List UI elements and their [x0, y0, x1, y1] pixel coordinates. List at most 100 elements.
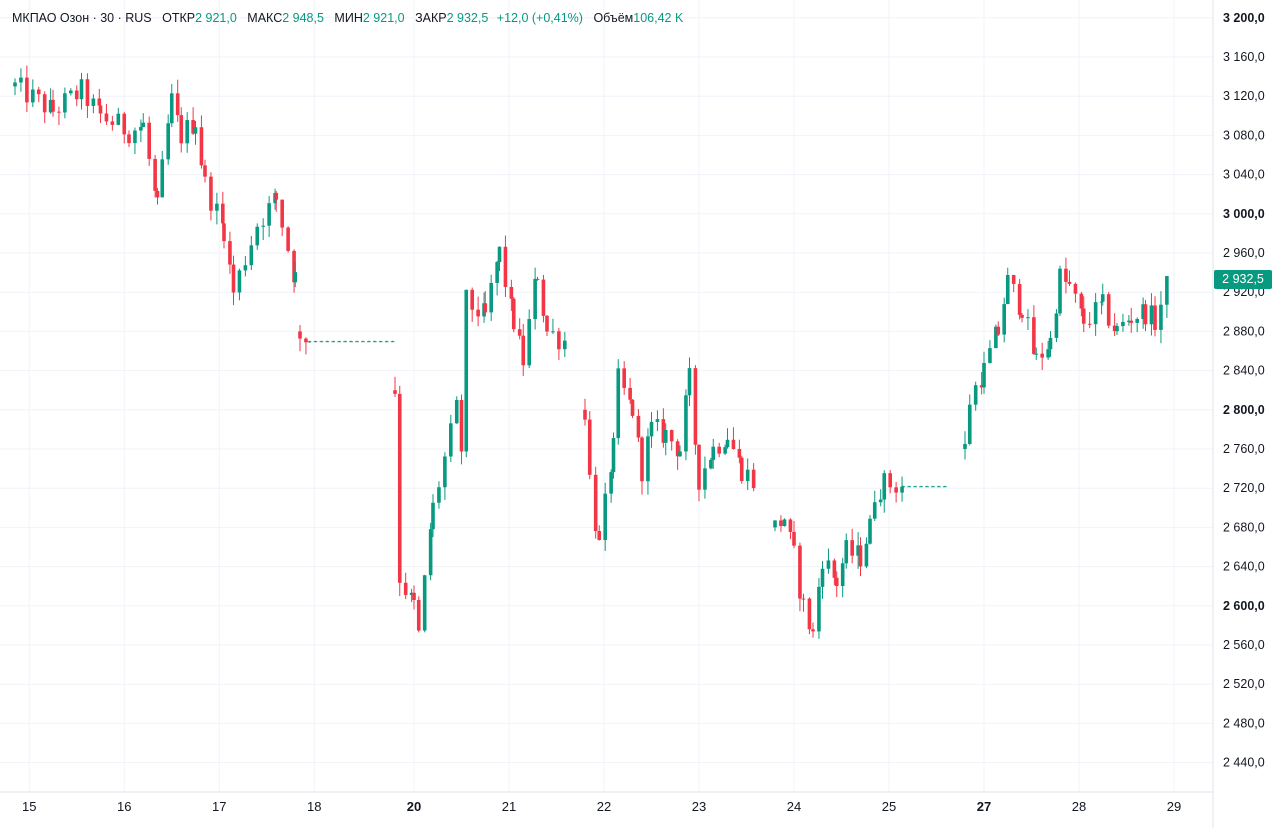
candle[interactable] — [104, 103, 109, 125]
candle[interactable] — [1020, 313, 1024, 323]
candle[interactable] — [412, 585, 416, 610]
candle[interactable] — [913, 485, 917, 488]
candle[interactable] — [739, 455, 744, 484]
candle[interactable] — [403, 572, 408, 600]
candle[interactable] — [1054, 309, 1059, 343]
candle[interactable] — [361, 340, 365, 343]
candle[interactable] — [1064, 257, 1068, 294]
candle[interactable] — [661, 408, 666, 448]
candle[interactable] — [57, 106, 61, 126]
candle[interactable] — [509, 279, 514, 311]
candle[interactable] — [209, 172, 213, 221]
candle[interactable] — [773, 520, 777, 532]
candle[interactable] — [967, 394, 972, 446]
candle[interactable] — [141, 113, 146, 128]
candle[interactable] — [122, 111, 127, 144]
candle[interactable] — [378, 340, 383, 343]
candle[interactable] — [782, 518, 787, 527]
candle[interactable] — [116, 107, 121, 126]
candle[interactable] — [349, 340, 353, 343]
candle[interactable] — [678, 445, 682, 457]
candle[interactable] — [476, 296, 480, 327]
candle[interactable] — [175, 79, 180, 122]
candle[interactable] — [428, 522, 433, 581]
candle[interactable] — [1067, 270, 1072, 286]
candle[interactable] — [42, 91, 47, 124]
candle[interactable] — [717, 442, 721, 458]
candle[interactable] — [994, 324, 998, 349]
candle[interactable] — [307, 340, 312, 343]
candle[interactable] — [798, 542, 802, 612]
candle[interactable] — [709, 457, 713, 470]
candle[interactable] — [1115, 322, 1119, 335]
candle[interactable] — [1079, 291, 1084, 317]
candle[interactable] — [393, 376, 397, 397]
candle[interactable] — [646, 428, 650, 495]
candle[interactable] — [996, 321, 1001, 337]
candle[interactable] — [459, 394, 464, 465]
candle[interactable] — [597, 525, 602, 541]
candle[interactable] — [36, 86, 41, 103]
candle[interactable] — [511, 296, 516, 333]
candle[interactable] — [292, 249, 296, 293]
candle[interactable] — [1100, 283, 1105, 306]
candle[interactable] — [1143, 300, 1148, 332]
candle[interactable] — [937, 485, 941, 488]
candle[interactable] — [1135, 317, 1139, 333]
candle[interactable] — [215, 192, 219, 225]
candle[interactable] — [943, 485, 947, 488]
candle[interactable] — [503, 235, 508, 297]
candle[interactable] — [1034, 347, 1039, 360]
candle[interactable] — [801, 593, 806, 612]
candle[interactable] — [1127, 315, 1131, 326]
candle[interactable] — [563, 331, 567, 358]
candle[interactable] — [745, 458, 750, 490]
candle[interactable] — [973, 381, 978, 411]
candle[interactable] — [557, 327, 561, 360]
candle[interactable] — [1087, 311, 1092, 329]
candle[interactable] — [367, 340, 371, 343]
candles-series[interactable] — [13, 65, 1169, 639]
candle[interactable] — [1093, 293, 1098, 336]
candle[interactable] — [533, 267, 537, 330]
candle[interactable] — [147, 116, 151, 166]
candle[interactable] — [169, 83, 174, 128]
candle[interactable] — [203, 159, 207, 183]
candle[interactable] — [91, 94, 96, 114]
candle[interactable] — [751, 463, 756, 492]
candle[interactable] — [669, 429, 674, 451]
candle[interactable] — [856, 532, 860, 569]
candle[interactable] — [110, 115, 115, 131]
candle[interactable] — [1058, 265, 1062, 316]
candle[interactable] — [397, 385, 402, 597]
candle[interactable] — [844, 533, 849, 569]
candle[interactable] — [888, 470, 892, 494]
candle[interactable] — [1153, 296, 1157, 337]
candle[interactable] — [931, 485, 935, 488]
candle[interactable] — [687, 357, 692, 406]
candle[interactable] — [437, 481, 441, 509]
candle[interactable] — [925, 485, 929, 488]
candle[interactable] — [191, 107, 195, 135]
candle[interactable] — [298, 324, 302, 352]
candle[interactable] — [139, 119, 143, 143]
candle[interactable] — [85, 73, 90, 118]
candle[interactable] — [820, 561, 825, 599]
candle[interactable] — [1017, 279, 1022, 320]
candle[interactable] — [1149, 293, 1154, 336]
candle[interactable] — [703, 456, 707, 499]
candle[interactable] — [630, 399, 635, 419]
candle[interactable] — [982, 351, 986, 394]
candle[interactable] — [63, 87, 67, 119]
candle[interactable] — [193, 121, 198, 145]
candle[interactable] — [894, 481, 898, 503]
candle[interactable] — [331, 340, 336, 343]
candle[interactable] — [79, 72, 84, 110]
candle[interactable] — [1002, 297, 1006, 343]
candle[interactable] — [832, 558, 837, 586]
candle[interactable] — [153, 154, 157, 198]
candle[interactable] — [228, 231, 232, 274]
candle[interactable] — [1129, 307, 1134, 333]
candle[interactable] — [355, 340, 359, 343]
